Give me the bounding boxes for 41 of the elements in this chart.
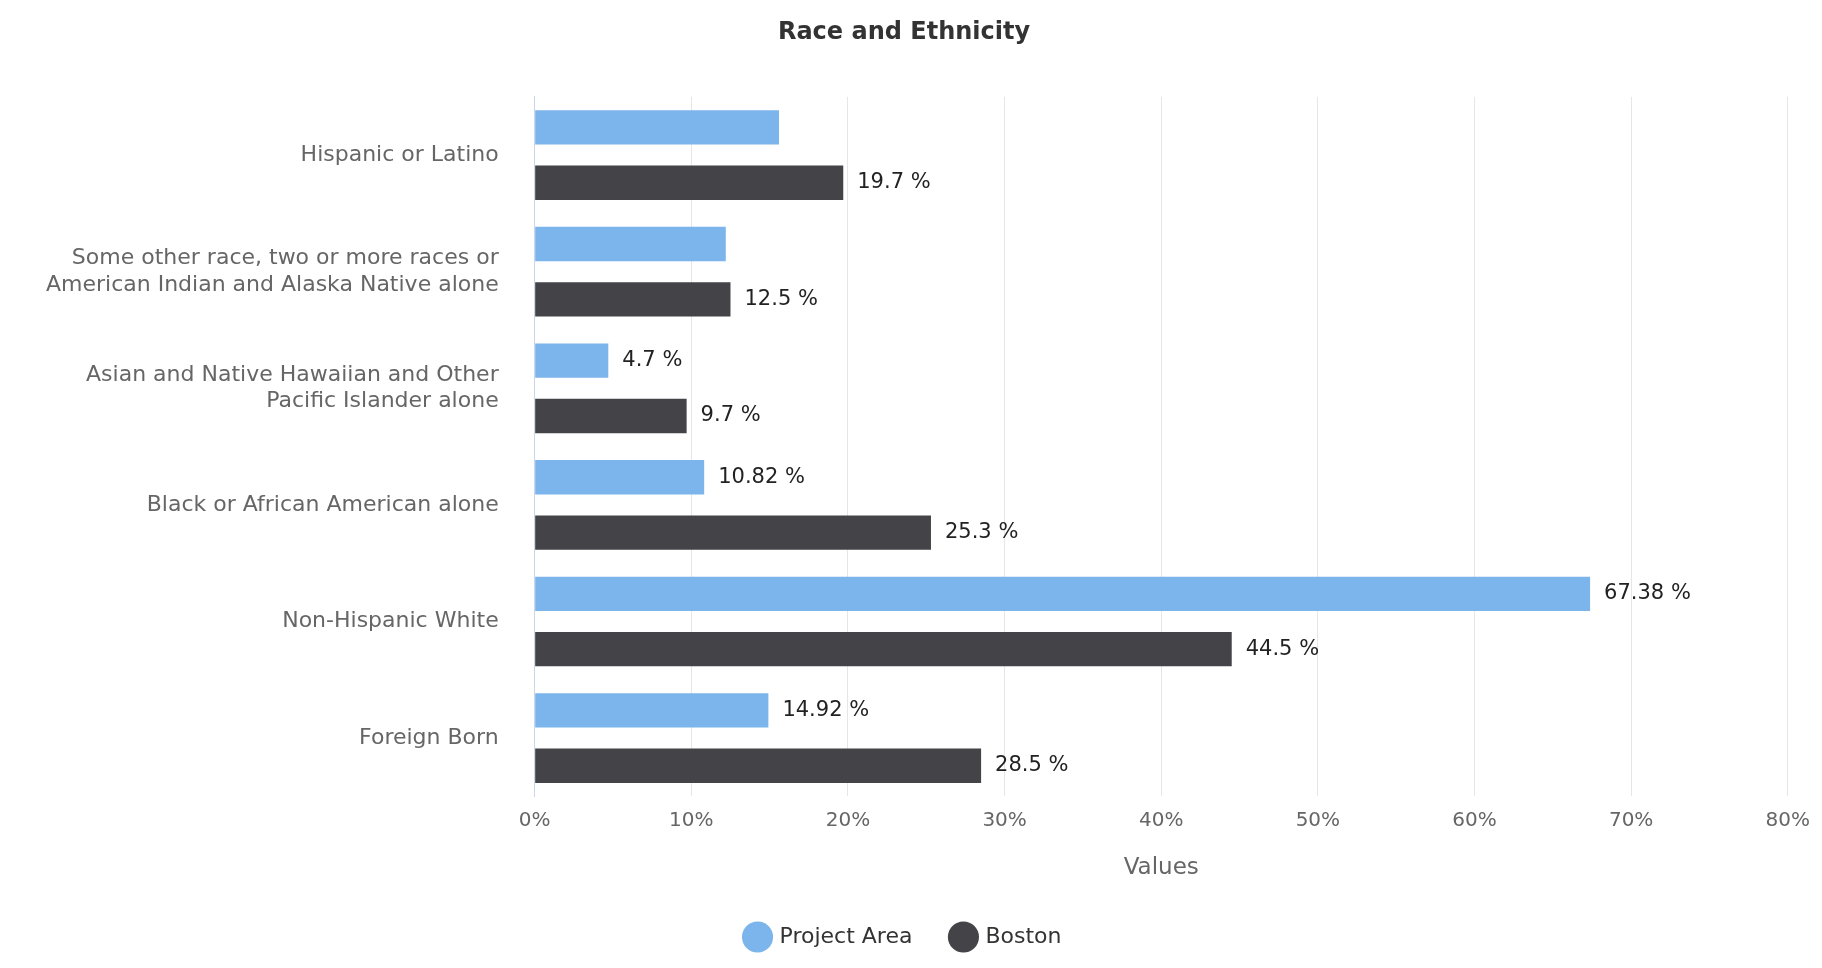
x-axis-title: Values — [1123, 853, 1199, 880]
x-tick-label: 40% — [1139, 806, 1184, 831]
y-tick-label: Hispanic or Latino — [300, 140, 499, 166]
data-label: 14.92 % — [782, 696, 870, 721]
bar — [535, 165, 844, 200]
bar — [535, 398, 687, 434]
data-label: 67.38 % — [1604, 580, 1691, 605]
y-tick-label: Black or African American alone — [146, 490, 499, 516]
bar — [535, 110, 780, 145]
data-label: 25.3 % — [944, 519, 1019, 544]
data-label: 19.7 % — [857, 169, 931, 194]
x-tick-label: 0% — [518, 806, 551, 831]
bar — [535, 460, 705, 495]
x-tick-label: 10% — [669, 806, 714, 831]
data-label: 44.5 % — [1245, 635, 1320, 660]
chart-title: Race and Ethnicity — [777, 16, 1031, 45]
data-label: 9.7 % — [700, 402, 761, 427]
bar — [535, 343, 609, 378]
legend-label: Project Area — [779, 922, 913, 948]
x-tick-label: 60% — [1452, 806, 1497, 831]
x-tick-label: 80% — [1765, 806, 1810, 831]
x-tick-label: 70% — [1608, 806, 1654, 831]
bar — [535, 748, 982, 783]
y-tick-label: Foreign Born — [359, 723, 499, 749]
x-tick-label: 30% — [982, 806, 1027, 831]
data-label: 4.7 % — [622, 347, 683, 372]
bar — [535, 282, 731, 317]
x-tick-label: 50% — [1295, 806, 1341, 831]
bar — [535, 515, 931, 550]
bar — [535, 226, 726, 262]
y-tick-label: Non-Hispanic White — [282, 607, 499, 633]
x-tick-label: 20% — [825, 806, 871, 831]
bar — [535, 576, 1591, 611]
data-label: 28.5 % — [995, 752, 1069, 777]
y-tick-label: Asian and Native Hawaiian and Other Pacific Islander alone — [86, 360, 500, 413]
data-label: 10.82 % — [718, 463, 805, 488]
legend-label: Boston — [985, 922, 1062, 948]
y-tick-label: Some other race, two or more races or American Indian and Alaska Native alone — [46, 244, 500, 296]
data-label: 12.5 % — [744, 285, 818, 310]
bar — [535, 693, 769, 728]
bar — [535, 632, 1232, 667]
